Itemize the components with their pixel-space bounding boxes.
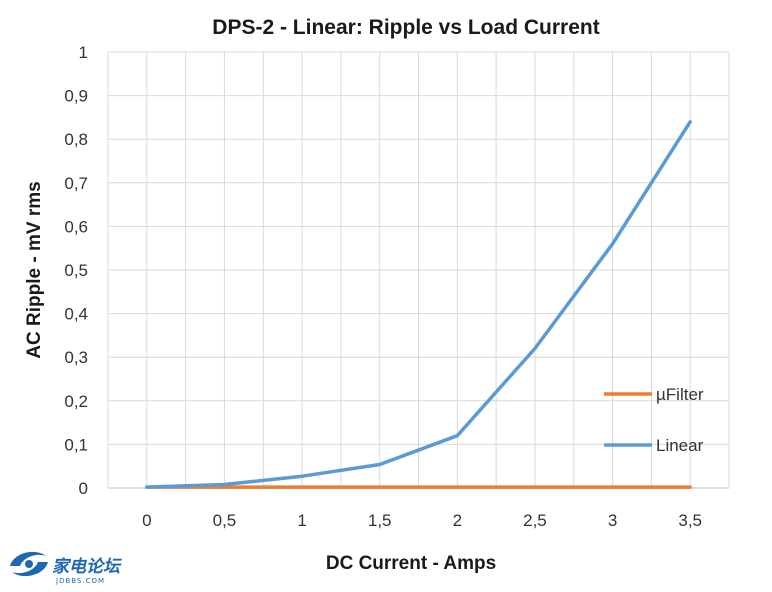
watermark-swirl-icon [10,551,48,577]
x-axis-ticks: 0 0,5 1 1,5 2 2,5 3 3,5 [142,511,702,530]
y-tick-label: 0,4 [64,305,88,324]
y-tick-label: 0,5 [64,261,88,280]
y-tick-label: 0,9 [64,87,88,106]
x-tick-label: 3 [608,511,617,530]
x-tick-label: 1,5 [368,511,392,530]
x-tick-label: 0 [142,511,151,530]
series-line [145,120,692,489]
watermark-subtext: JDBBS.COM [55,577,105,585]
legend-label: Linear [656,436,704,455]
y-tick-label: 0,1 [64,435,88,454]
y-tick-label: 1 [79,43,88,62]
y-tick-label: 0,8 [64,130,88,149]
x-tick-label: 3,5 [678,511,702,530]
legend-label: µFilter [656,385,704,404]
y-tick-label: 0,7 [64,174,88,193]
y-tick-label: 0,3 [64,348,88,367]
y-tick-label: 0,6 [64,217,88,236]
legend: µFilter Linear [604,385,704,455]
watermark-logo: 家电论坛 JDBBS.COM [10,551,122,585]
series-lines [145,120,692,489]
x-axis-title: DC Current - Amps [326,553,496,574]
chart-title: DPS-2 - Linear: Ripple vs Load Current [212,16,599,39]
y-axis-title: AC Ripple - mV rms [24,181,45,358]
x-tick-label: 0,5 [213,511,237,530]
y-tick-label: 0 [79,479,88,498]
y-axis-ticks: 0 0,1 0,2 0,3 0,4 0,5 0,6 0,7 0,8 0,9 1 [64,43,88,498]
y-tick-label: 0,2 [64,392,88,411]
watermark-text: 家电论坛 [52,557,122,577]
x-tick-label: 1 [297,511,306,530]
x-tick-label: 2,5 [523,511,547,530]
x-tick-label: 2 [453,511,462,530]
gridlines [107,51,730,489]
